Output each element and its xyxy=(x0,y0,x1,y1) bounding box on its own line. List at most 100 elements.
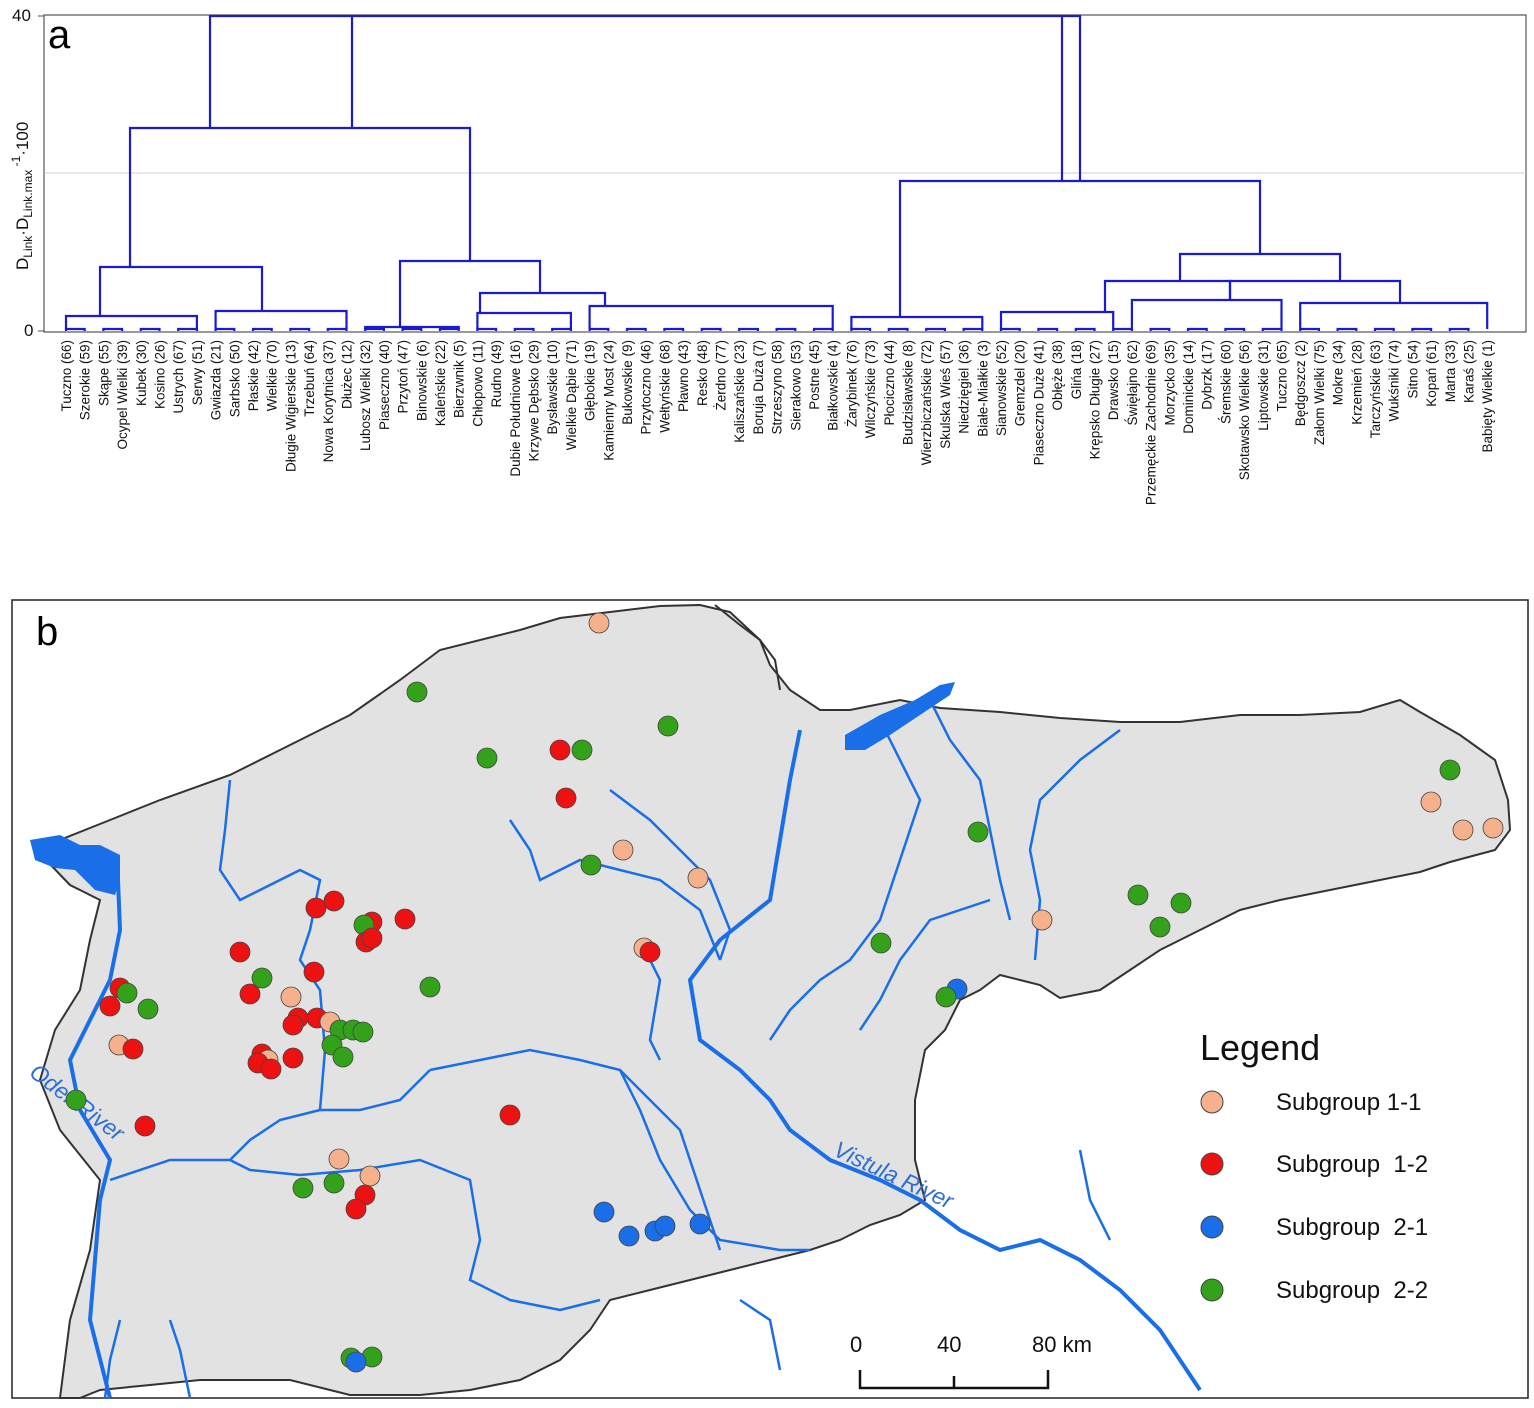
leaf-label: Białe-Miałkie (3) xyxy=(975,340,990,437)
branch xyxy=(177,327,198,331)
leaf-label: Gwiazda (21) xyxy=(209,340,224,420)
lake-site-marker xyxy=(499,1104,521,1126)
leaf-label: Kubek (30) xyxy=(134,340,149,406)
legend-label-1-2: Subgroup 1-2 xyxy=(1276,1151,1428,1178)
leaf-label: Załom Wielki (75) xyxy=(1312,340,1327,445)
branch xyxy=(999,310,1115,329)
leaf-label: Kaliszańskie (23) xyxy=(732,340,747,443)
branch xyxy=(1149,327,1171,331)
oder-river xyxy=(67,879,123,1399)
leaf-label: Serwy (51) xyxy=(190,340,205,405)
lake-site-marker xyxy=(251,967,273,989)
y-tick-40: 40 xyxy=(12,6,31,25)
leaf-label: Kosino (26) xyxy=(153,340,168,409)
lake-site-marker xyxy=(639,941,661,963)
leaf-label: Strzeszyno (58) xyxy=(770,340,785,435)
lake-site-marker xyxy=(323,1172,345,1194)
leaf-label: Dominickie (14) xyxy=(1181,340,1196,434)
lake-site-marker xyxy=(967,821,989,843)
leaf-label: Niedzięgiel (36) xyxy=(957,340,972,434)
leaf-label: Sarbsko (50) xyxy=(227,340,242,417)
panel-a-dendrogram: a 40 0 DLink·DLink.max -1·100 Tuczno (66… xyxy=(9,6,1527,505)
leaf-label: Wukśniki (74) xyxy=(1387,340,1402,422)
leaf-label: Tarczyńskie (63) xyxy=(1368,340,1383,438)
lake-site-marker xyxy=(476,747,498,769)
leaf-label: Krzywe Dębsko (29) xyxy=(527,340,542,462)
lake-site-marker xyxy=(549,739,571,761)
branch xyxy=(1299,327,1320,331)
leaf-label: Trzebuń (64) xyxy=(302,340,317,417)
lake-site-marker xyxy=(555,787,577,809)
lake-site-marker xyxy=(1127,884,1149,906)
lake-site-marker xyxy=(1031,909,1053,931)
branch xyxy=(214,309,348,329)
panel-b-letter: b xyxy=(36,610,58,654)
vistula-lagoon xyxy=(845,682,955,750)
lake-site-marker xyxy=(292,1177,314,1199)
leaf-label: Gremzdel (20) xyxy=(1013,340,1028,426)
leaf-label: Skulska Wieś (57) xyxy=(938,340,953,449)
lake-sites xyxy=(65,612,1504,1373)
leaf-label: Żerdno (77) xyxy=(714,340,729,411)
leaf-label: Budzisławskie (8) xyxy=(901,340,916,445)
lake-site-marker xyxy=(352,1021,374,1043)
leaf-label: Krępsko Długie (27) xyxy=(1088,340,1103,459)
leaf-label: Chłopowo (11) xyxy=(470,340,485,427)
leaf-label: Tuczno (65) xyxy=(1275,340,1290,412)
lake-site-marker xyxy=(328,1148,350,1170)
leaf-label: Skąpe (55) xyxy=(96,340,111,406)
branch xyxy=(1228,279,1402,303)
leaf-label: Wielkie Dąbie (71) xyxy=(564,340,579,450)
panel-b-map: Oder River Vistula River b Legend Subgro… xyxy=(11,599,1529,1399)
lake-site-marker xyxy=(282,1014,304,1036)
lake-site-marker xyxy=(116,982,138,1004)
branch xyxy=(925,327,946,331)
branch xyxy=(850,315,984,329)
legend-marker-2-1 xyxy=(1200,1215,1224,1239)
lake-site-marker xyxy=(571,739,593,761)
branch xyxy=(1448,327,1470,331)
lake-site-marker xyxy=(593,1201,615,1223)
y-axis-label: DLink·DLink.max -1·100 xyxy=(9,122,35,270)
leaf-label: Binowskie (6) xyxy=(414,340,429,421)
leaf-label: Dubie Południowe (16) xyxy=(508,340,523,477)
leaf-label: Sitno (54) xyxy=(1405,340,1420,399)
branch xyxy=(326,327,348,331)
lake-site-marker xyxy=(580,854,602,876)
leaf-label: Dybrzk (17) xyxy=(1200,340,1215,410)
branch xyxy=(1224,327,1246,331)
branch xyxy=(1130,298,1283,329)
legend-marker-1-2 xyxy=(1200,1152,1224,1176)
leaf-label: Bierzwnik (5) xyxy=(452,340,467,418)
lake-site-marker xyxy=(1170,892,1192,914)
branch xyxy=(1037,327,1059,331)
leaf-label: Głębokie (19) xyxy=(583,340,598,421)
legend-marker-2-2 xyxy=(1200,1278,1224,1302)
branch xyxy=(1336,327,1358,331)
lake-site-marker xyxy=(280,986,302,1008)
leaf-label: Krzemień (28) xyxy=(1349,340,1364,425)
branch xyxy=(738,327,759,331)
leaf-label: Płaskie (42) xyxy=(246,340,261,411)
leaf-label: Bysławskie (10) xyxy=(545,340,560,435)
lake-site-marker xyxy=(345,1198,367,1220)
legend-label-1-1: Subgroup 1-1 xyxy=(1276,1089,1421,1116)
leaf-label: Kopań (61) xyxy=(1424,340,1439,407)
branch xyxy=(1112,327,1133,331)
branch xyxy=(700,327,722,331)
branch xyxy=(663,327,685,331)
branch xyxy=(478,291,607,313)
leaf-label: Resko (48) xyxy=(695,340,710,406)
branch xyxy=(364,327,385,331)
leaf-label: Kamienny Most (24) xyxy=(601,340,616,461)
scale-bar: 0 40 80 km xyxy=(850,1332,1092,1390)
branch xyxy=(1186,327,1208,331)
leaf-label: Przytoczno (46) xyxy=(639,340,654,435)
leaf-label: Będgoszcz (2) xyxy=(1293,340,1308,426)
lake-site-marker xyxy=(618,1225,640,1247)
branch xyxy=(551,327,572,331)
lake-site-marker xyxy=(612,839,634,861)
branch xyxy=(775,327,797,331)
dendrogram-branches xyxy=(64,14,1489,331)
legend-title: Legend xyxy=(1200,1027,1320,1068)
